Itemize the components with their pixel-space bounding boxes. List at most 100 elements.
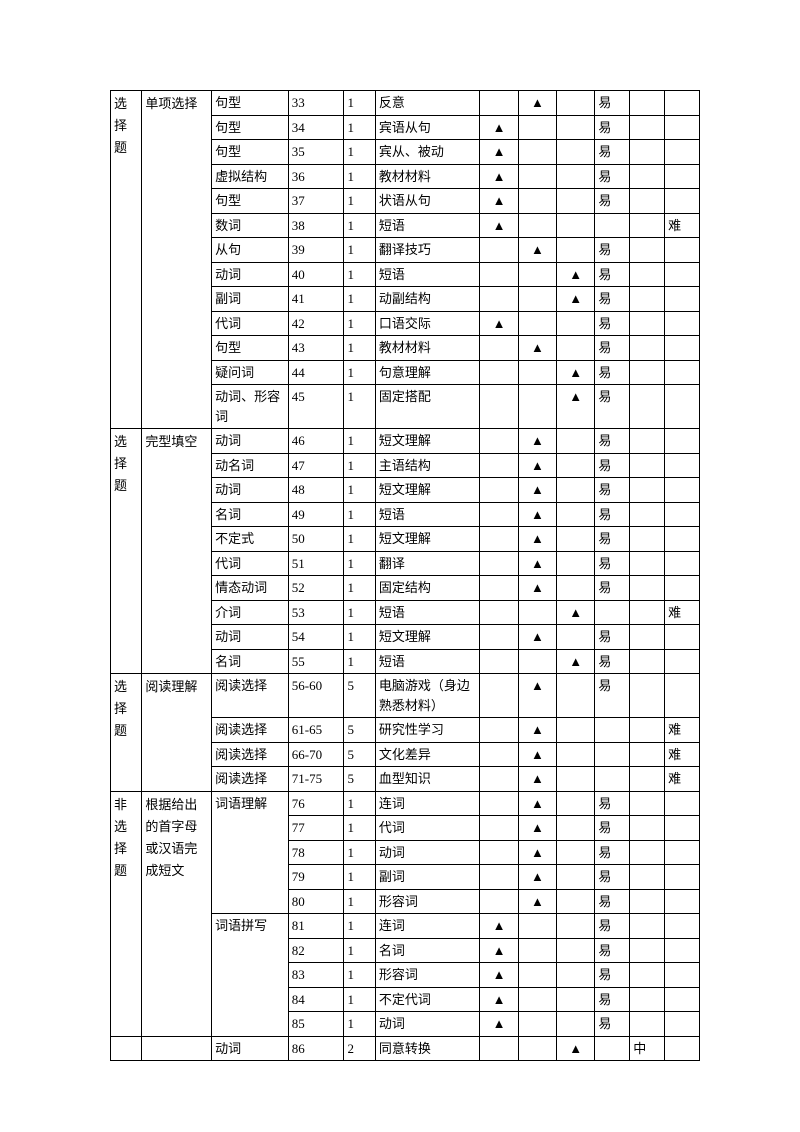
score: 1 (344, 115, 375, 140)
num: 52 (288, 576, 344, 601)
type: 阅读选择 (212, 742, 289, 767)
diff-hard (665, 625, 700, 650)
topic: 短语 (375, 213, 480, 238)
mark (480, 385, 518, 429)
mark (557, 311, 595, 336)
topic: 句意理解 (375, 360, 480, 385)
diff-mid (630, 189, 665, 214)
diff-hard (665, 262, 700, 287)
num: 43 (288, 336, 344, 361)
topic: 短文理解 (375, 625, 480, 650)
diff-easy: 易 (595, 625, 630, 650)
topic: 状语从句 (375, 189, 480, 214)
diff-mid (630, 453, 665, 478)
mark (480, 889, 518, 914)
score: 1 (344, 600, 375, 625)
diff-hard (665, 311, 700, 336)
diff-hard (665, 164, 700, 189)
type: 动词 (212, 262, 289, 287)
diff-easy: 易 (595, 478, 630, 503)
topic: 短语 (375, 649, 480, 674)
mark (518, 213, 556, 238)
diff-hard (665, 287, 700, 312)
mark (480, 576, 518, 601)
num: 83 (288, 963, 344, 988)
score: 5 (344, 718, 375, 743)
mark: ▲ (480, 311, 518, 336)
diff-mid (630, 164, 665, 189)
mark (480, 649, 518, 674)
group-label (111, 1036, 142, 1061)
diff-hard (665, 791, 700, 816)
mark: ▲ (557, 649, 595, 674)
diff-easy: 易 (595, 963, 630, 988)
mark (557, 453, 595, 478)
mark (480, 840, 518, 865)
diff-hard (665, 914, 700, 939)
num: 56-60 (288, 674, 344, 718)
num: 54 (288, 625, 344, 650)
mark: ▲ (518, 718, 556, 743)
num: 35 (288, 140, 344, 165)
num: 51 (288, 551, 344, 576)
diff-mid (630, 938, 665, 963)
mark (557, 718, 595, 743)
topic: 血型知识 (375, 767, 480, 792)
diff-hard (665, 674, 700, 718)
diff-hard (665, 576, 700, 601)
topic: 宾从、被动 (375, 140, 480, 165)
diff-mid (630, 527, 665, 552)
mark (557, 115, 595, 140)
diff-mid (630, 502, 665, 527)
mark (480, 600, 518, 625)
type: 从句 (212, 238, 289, 263)
type: 动词、形容词 (212, 385, 289, 429)
mark (557, 674, 595, 718)
type: 句型 (212, 91, 289, 116)
mark (557, 91, 595, 116)
diff-hard (665, 502, 700, 527)
diff-mid (630, 311, 665, 336)
num: 53 (288, 600, 344, 625)
type: 句型 (212, 336, 289, 361)
topic: 宾语从句 (375, 115, 480, 140)
diff-mid (630, 140, 665, 165)
mark: ▲ (557, 1036, 595, 1061)
diff-mid (630, 963, 665, 988)
diff-hard (665, 336, 700, 361)
topic: 形容词 (375, 963, 480, 988)
mark (557, 625, 595, 650)
mark: ▲ (518, 527, 556, 552)
mark (557, 527, 595, 552)
diff-hard (665, 1012, 700, 1037)
mark: ▲ (557, 262, 595, 287)
type: 副词 (212, 287, 289, 312)
type: 动词 (212, 625, 289, 650)
diff-easy: 易 (595, 840, 630, 865)
topic: 短文理解 (375, 527, 480, 552)
diff-easy: 易 (595, 429, 630, 454)
topic: 短文理解 (375, 478, 480, 503)
table-row: 选择题阅读理解阅读选择56-605电脑游戏（身边熟悉材料）▲易 (111, 674, 700, 718)
mark: ▲ (557, 385, 595, 429)
diff-hard (665, 189, 700, 214)
table-row: 选择题单项选择句型331反意▲易 (111, 91, 700, 116)
topic: 短语 (375, 262, 480, 287)
type: 代词 (212, 311, 289, 336)
mark (480, 674, 518, 718)
diff-mid (630, 840, 665, 865)
mark (518, 938, 556, 963)
num: 85 (288, 1012, 344, 1037)
score: 1 (344, 91, 375, 116)
topic: 形容词 (375, 889, 480, 914)
num: 76 (288, 791, 344, 816)
diff-mid (630, 478, 665, 503)
mark: ▲ (518, 767, 556, 792)
mark (557, 816, 595, 841)
mark (480, 238, 518, 263)
num: 49 (288, 502, 344, 527)
score: 1 (344, 213, 375, 238)
mark (518, 189, 556, 214)
mark (480, 360, 518, 385)
topic: 研究性学习 (375, 718, 480, 743)
